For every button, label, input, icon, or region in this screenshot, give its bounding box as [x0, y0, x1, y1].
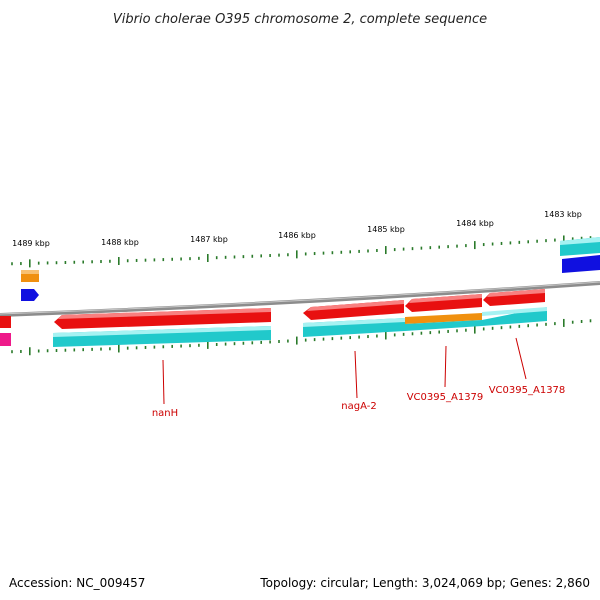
gene-feature-cyan-right-lower[interactable]	[405, 307, 547, 331]
gene-label-nanH[interactable]: nanH	[152, 408, 178, 419]
tick-track-inner	[11, 318, 592, 356]
kbp-label-1485: 1485 kbp	[367, 225, 405, 234]
kbp-label-1489: 1489 kbp	[12, 239, 50, 248]
gene-feature-cyan-right-lower-highlight	[482, 307, 547, 316]
gene-feature-cyan-nanH-highlight	[53, 326, 271, 337]
label-leader-VC0395_A1379	[444, 345, 447, 388]
gene-feature-cyan-mid-highlight	[303, 318, 405, 327]
gene-feature-VC0395_A1379-highlight	[409, 294, 482, 303]
kbp-label-1483: 1483 kbp	[544, 210, 582, 219]
kbp-label-1484: 1484 kbp	[456, 219, 494, 228]
gene-feature-cyan-right-highlight	[560, 237, 600, 245]
gene-feature-red-left-edge[interactable]	[0, 316, 11, 328]
chromosome-backbone-highlight	[0, 281, 600, 315]
gene-feature-orange-mid[interactable]	[405, 313, 482, 324]
gene-feature-magenta-left-edge[interactable]	[0, 333, 11, 346]
kbp-label-1488: 1488 kbp	[101, 238, 139, 247]
kbp-label-1486: 1486 kbp	[278, 231, 316, 240]
label-leader-nanH	[162, 359, 165, 405]
gene-feature-nagA-2-highlight	[307, 300, 404, 311]
label-leader-VC0395_A1378	[515, 337, 527, 380]
gene-feature-blue-right[interactable]	[562, 255, 600, 273]
gene-feature-orange-left[interactable]	[21, 270, 39, 282]
accession-text: Accession: NC_009457	[9, 576, 146, 590]
gene-label-VC0395_A1379[interactable]: VC0395_A1379	[407, 392, 484, 403]
gene-feature-blue-arrow[interactable]	[21, 289, 39, 301]
kbp-label-1487: 1487 kbp	[190, 235, 228, 244]
gene-label-VC0395_A1378[interactable]: VC0395_A1378	[489, 385, 566, 396]
label-leader-nagA-2	[354, 350, 358, 399]
gene-feature-nanH-highlight	[58, 308, 271, 319]
map-title: Vibrio cholerae O395 chromosome 2, compl…	[113, 12, 487, 27]
gene-label-nagA-2[interactable]: nagA-2	[341, 401, 376, 412]
topology-summary-text: Topology: circular; Length: 3,024,069 bp…	[260, 576, 590, 590]
chromosome-backbone	[0, 281, 600, 317]
tick-track-outer	[11, 235, 592, 268]
gene-feature-VC0395_A1378-highlight	[487, 289, 545, 297]
